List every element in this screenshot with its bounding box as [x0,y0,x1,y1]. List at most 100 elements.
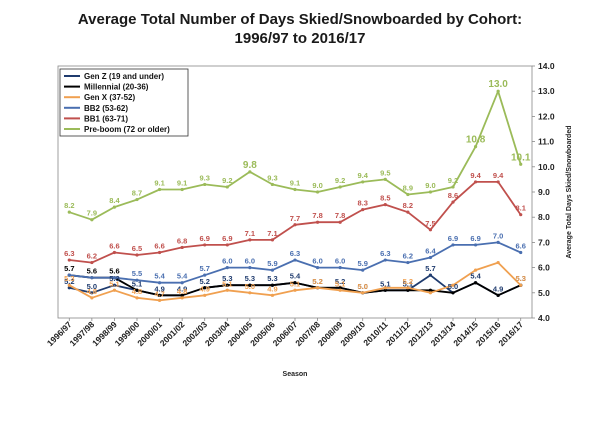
data-point [135,278,139,282]
y-tick-label: 13.0 [538,86,555,96]
data-label: 7.9 [87,209,97,218]
legend: Gen Z (19 and under) Millennial (20-36)Ge… [59,68,189,137]
data-point [67,258,71,262]
data-label: 7.0 [493,231,503,240]
data-label: 6.0 [312,257,322,266]
data-point [225,288,229,292]
data-label: 6.4 [425,247,436,256]
data-label: 5.5 [132,269,142,278]
data-point [248,170,252,174]
data-label: 8.3 [357,199,367,208]
data-point [383,286,387,290]
data-point [519,162,523,166]
data-label: 9.0 [425,181,435,190]
data-label: 9.3 [199,173,209,182]
data-point [338,288,342,292]
data-point [451,185,455,189]
data-label: 4.9 [154,284,164,293]
data-point [496,260,500,265]
data-point [180,296,184,300]
y-tick-label: 12.0 [538,111,555,121]
data-label: 6.9 [199,234,209,243]
data-label: 5.0 [87,282,97,291]
data-label: 7.5 [425,219,435,228]
data-point [361,208,365,212]
data-point [270,182,275,187]
data-point [293,288,297,292]
data-point [248,291,252,295]
data-point [67,283,71,287]
data-label: 6.5 [132,244,142,253]
data-point [428,273,433,277]
legend-entry: Pre-boom (72 or older) [84,125,170,134]
data-label: 8.5 [380,194,390,203]
data-point [248,283,252,287]
data-point [225,243,229,247]
data-point [90,260,94,265]
data-label: 5.2 [335,277,345,286]
data-point [361,291,365,295]
data-label: 5.0 [448,282,458,291]
data-point [406,286,410,290]
data-label: 5.3 [109,274,119,283]
data-point [225,185,229,189]
data-label: 5.7 [64,264,74,273]
data-point [180,245,184,250]
data-label: 5.9 [267,259,277,268]
data-point [519,250,523,255]
data-point [90,291,94,295]
data-label: 8.2 [403,201,413,210]
data-label: 9.4 [470,171,481,180]
data-point [293,281,297,285]
data-point [406,260,410,265]
x-axis-title: Season [283,371,308,378]
data-point [338,220,342,224]
data-label: 5.1 [109,279,119,288]
y-tick-label: 8.0 [538,212,550,222]
data-point [428,228,433,232]
data-point [315,266,320,270]
data-point [473,145,478,149]
data-label: 6.3 [64,249,74,258]
data-point [270,268,275,272]
data-label: 5.1 [222,279,232,288]
data-point [383,203,387,207]
y-tick-label: 9.0 [538,187,550,197]
data-label: 6.2 [87,252,97,261]
data-label-layer: 5.25.05.35.14.9 4.95.2 5.3 5.3 5.3 5.45.2 5.25… [64,79,531,298]
data-label: 5.3 [515,274,525,283]
data-point [135,288,139,292]
data-point [203,243,207,247]
data-label: 5.2 [403,277,413,286]
data-label: 6.6 [154,241,164,250]
legend-entry: BB2 (53-62) [84,104,128,113]
data-point [406,288,410,292]
data-point [90,296,94,300]
data-label: 4.9 [493,284,503,293]
data-point [112,276,117,280]
data-label: 6.9 [448,234,458,243]
data-label: 9.2 [448,176,458,185]
data-point [90,218,94,222]
y-tick-label: 11.0 [538,137,554,147]
data-point [293,258,297,262]
data-point [270,238,275,242]
data-point [293,223,297,227]
data-label: 5.0 [357,282,367,291]
data-label: 9.0 [312,181,322,190]
y-tick-label: 6.0 [538,263,550,273]
data-label: 6.9 [470,234,480,243]
data-point [180,293,184,297]
data-label: 4.9 [199,284,209,293]
data-label: 5.9 [357,259,367,268]
data-point [473,268,478,272]
y-tick-label: 5.0 [538,288,550,298]
data-point [361,268,365,272]
data-point [157,250,162,255]
data-label: 5.6 [109,267,119,276]
legend-entry: Gen X (37-52) [84,93,135,102]
legend-entry: BB1 (63-71) [84,114,128,123]
data-point [157,187,162,192]
data-label: 4.7 [154,289,164,298]
